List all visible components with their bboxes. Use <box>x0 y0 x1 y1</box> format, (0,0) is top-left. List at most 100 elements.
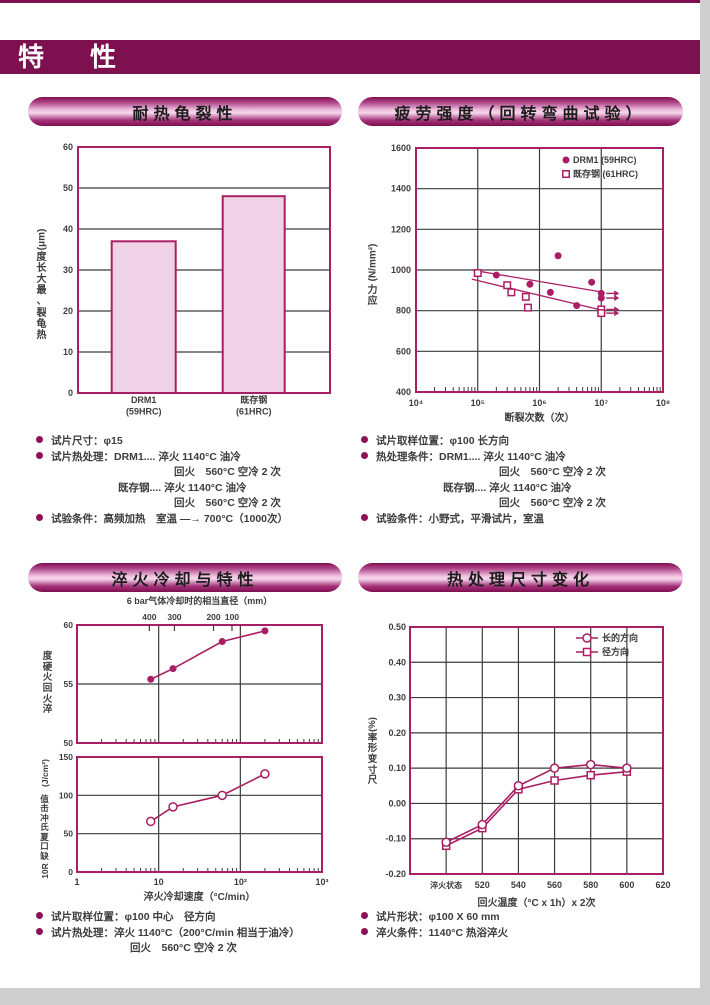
note-line: 试片形状：φ100 X 60 mm <box>361 910 691 926</box>
note-line: 试片热处理：DRM1.... 淬火 1140°C 油冷 <box>36 450 351 466</box>
note-line: 试验条件：小野式，平滑试片，室温 <box>361 512 691 528</box>
note-text: 回火 560°C 空冷 2 次 <box>174 466 281 478</box>
notes-fatigue: 试片取样位置：φ100 长方向热处理条件：DRM1.... 淬火 1140°C … <box>361 434 691 527</box>
series-drm1 <box>492 252 620 310</box>
panel-title-heat-crack-resistance: 耐热龟裂性 <box>28 97 342 126</box>
note-line: 回火 560°C 空冷 2 次 <box>36 496 351 512</box>
svg-text:0.10: 0.10 <box>388 763 406 773</box>
page-title: 特 性 <box>18 42 127 72</box>
svg-text:长的方向: 长的方向 <box>602 632 638 643</box>
note-text: 试验条件：高频加热 室温 —→ 700°C（1000次） <box>51 512 288 525</box>
panel-title-text: 热处理尺寸变化 <box>446 571 594 589</box>
svg-text:50: 50 <box>64 829 74 839</box>
legend: DRM1 (59HRC) 既存钢 (61HRC) <box>562 155 638 179</box>
svg-text:0.00: 0.00 <box>388 798 406 808</box>
svg-text:600: 600 <box>619 880 634 890</box>
svg-text:0.30: 0.30 <box>388 693 406 703</box>
svg-text:(59HRC): (59HRC) <box>126 407 162 417</box>
x-axis-label: 断裂次数（次） <box>505 411 575 424</box>
svg-text:300: 300 <box>167 612 181 622</box>
svg-text:50: 50 <box>63 183 73 193</box>
axis-label-char: 火 <box>42 672 53 684</box>
chart3-lower-y-axis-label: (J/cm²) 值击冲氏夏口缺 10R <box>37 748 52 883</box>
note-line: 热处理条件：DRM1.... 淬火 1140°C 油冷 <box>361 450 691 466</box>
axis-label-char: 硬 <box>42 661 53 673</box>
series-0 <box>147 627 269 683</box>
svg-text:0: 0 <box>68 867 73 877</box>
svg-text:10³: 10³ <box>315 877 328 887</box>
bullet-icon <box>36 927 43 935</box>
top-axis-ticks: 400 300 200 100 <box>142 612 239 631</box>
notes-quench-cooling: 试片取样位置：φ100 中心 径方向 试片热处理：淬火 1140°C（200°C/… <box>36 910 356 957</box>
line-chart-dimensional-change: 0.50 0.40 0.30 0.20 0.10 0.00 -0.10 -0.20 淬火状态 52… <box>385 622 670 909</box>
svg-text:620: 620 <box>655 880 670 890</box>
axis-label-char: 击 <box>40 803 49 814</box>
notes-dimensional-change: 试片形状：φ100 X 60 mm 淬火条件：1140°C 热浴淬火 <box>361 910 691 941</box>
series-1 <box>146 769 270 827</box>
svg-text:560: 560 <box>547 880 562 890</box>
plot-frame <box>77 146 331 394</box>
plot-frame-1 <box>76 756 323 873</box>
note-text: 回火 560°C 空冷 2 次 <box>499 497 606 509</box>
series-长的方向 <box>441 759 632 847</box>
svg-text:0: 0 <box>68 388 73 398</box>
trend-lines <box>471 269 604 312</box>
note-line: 既存钢.... 淬火 1140°C 油冷 <box>36 481 351 497</box>
svg-text:50: 50 <box>64 738 74 748</box>
gridlines-0 <box>77 625 322 743</box>
note-text: 试片取样位置：φ100 长方向 <box>376 435 509 447</box>
note-text: 试片尺寸：φ15 <box>51 435 123 447</box>
gridlines <box>416 148 663 392</box>
scatter-chart-fatigue: 400 600 800 1000 1200 1400 1600 10⁴ 10⁵ 10⁶ 10⁷ 10⁸… <box>391 143 670 424</box>
axis-label-char: 率 <box>367 732 378 744</box>
plot-frame <box>409 626 664 875</box>
svg-text:DRM1 (59HRC): DRM1 (59HRC) <box>573 155 637 165</box>
svg-text:6 bar气体冷却时的相当直径（mm）: 6 bar气体冷却时的相当直径（mm） <box>127 595 273 606</box>
axis-label-char: 寸 <box>367 764 378 776</box>
svg-text:520: 520 <box>475 880 490 890</box>
note-line: 试片热处理：淬火 1140°C（200°C/min 相当于油冷） <box>36 926 356 942</box>
svg-text:400: 400 <box>142 612 156 622</box>
note-text: 试片形状：φ100 X 60 mm <box>376 911 500 923</box>
note-line: 回火 560°C 空冷 2 次 <box>36 941 356 957</box>
axis-label-char: 裂 <box>36 307 47 319</box>
svg-text:10⁷: 10⁷ <box>594 398 608 408</box>
panel-title-quench-cooling: 淬火冷却与特性 <box>28 563 342 592</box>
svg-text:既存钢 (61HRC): 既存钢 (61HRC) <box>573 168 638 179</box>
bullet-icon <box>361 451 368 459</box>
axis-label-char: 夏 <box>40 831 49 842</box>
top-rule <box>0 0 700 3</box>
svg-text:10⁶: 10⁶ <box>532 398 546 408</box>
svg-text:10: 10 <box>154 877 164 887</box>
svg-text:(61HRC): (61HRC) <box>236 407 272 417</box>
line-charts-quench-cooling: 6 bar气体冷却时的相当直径（mm） 50 55 60 0 50 100 150 400 300… <box>59 595 329 903</box>
chart1-y-axis-label: (μm) 度长大最、裂龟热 <box>33 168 50 400</box>
category-labels: 淬火状态 520 540 560 580 600 620 <box>430 880 670 890</box>
datasheet-page: 特 性 耐热龟裂性 疲劳强度（回转弯曲试验） 淬火冷却与特性 热处理尺寸变化 0… <box>0 0 700 988</box>
svg-text:800: 800 <box>396 306 411 316</box>
svg-text:100: 100 <box>59 790 73 800</box>
plot-frame-0 <box>76 624 323 744</box>
axis-label-char: 最 <box>36 285 47 297</box>
svg-text:100: 100 <box>225 612 239 622</box>
axis-label-char: 形 <box>367 743 378 755</box>
axis-label-unit: (N/mm²) <box>367 243 378 282</box>
axis-label-char: 火 <box>42 693 53 705</box>
svg-text:1200: 1200 <box>391 224 411 234</box>
svg-text:200: 200 <box>206 612 220 622</box>
axis-label-char: 龟 <box>36 318 47 330</box>
axis-label-char: 淬 <box>42 704 53 716</box>
panel-title-text: 淬火冷却与特性 <box>111 571 259 589</box>
bullet-icon <box>361 912 368 919</box>
series-existing-steel <box>473 269 620 318</box>
svg-text:1: 1 <box>74 877 79 887</box>
gridlines <box>410 627 663 874</box>
axis-tick-labels: 400 600 800 1000 1200 1400 1600 10⁴ 10⁵ 10⁶ 10⁷ 10⁸ <box>391 143 670 408</box>
notes-heat-crack: 试片尺寸：φ15 试片热处理：DRM1.... 淬火 1140°C 油冷回火 56… <box>36 434 351 527</box>
note-text: 试片热处理：DRM1.... 淬火 1140°C 油冷 <box>51 450 241 463</box>
x-tick-labels: 1 10 10² 10³ <box>74 877 328 887</box>
note-line: 试片尺寸：φ15 <box>36 434 351 450</box>
note-text: 试验条件：小野式，平滑试片，室温 <box>376 512 544 525</box>
